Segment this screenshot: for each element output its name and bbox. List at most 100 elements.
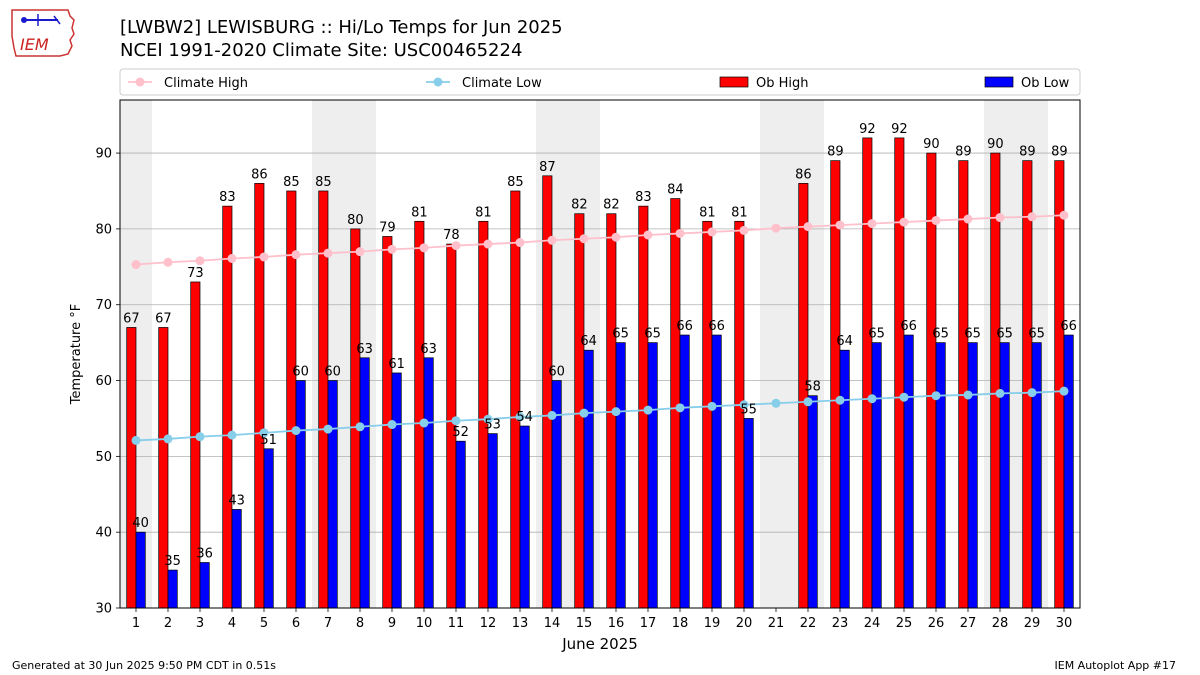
ob-high-label: 81 bbox=[731, 205, 748, 220]
ob-low-bar bbox=[871, 342, 882, 609]
x-tick-label: 9 bbox=[388, 616, 396, 631]
climate-low-point bbox=[579, 408, 589, 418]
ob-high-label: 86 bbox=[795, 167, 812, 182]
ob-low-bar bbox=[999, 342, 1010, 609]
ob-high-bar bbox=[958, 160, 969, 609]
x-tick-label: 15 bbox=[576, 616, 593, 631]
ob-high-label: 89 bbox=[955, 145, 972, 160]
ob-low-label: 65 bbox=[868, 327, 885, 342]
climate-high-point bbox=[803, 222, 813, 232]
ob-high-label: 81 bbox=[411, 205, 428, 220]
legend-bar-swatch bbox=[984, 76, 1014, 88]
ob-low-label: 66 bbox=[708, 319, 725, 334]
ob-low-label: 58 bbox=[804, 380, 821, 395]
chart-title: [LWBW2] LEWISBURG :: Hi/Lo Temps for Jun… bbox=[120, 17, 563, 38]
climate-low-point bbox=[739, 400, 749, 410]
ob-low-bar bbox=[711, 334, 722, 609]
ob-low-bar bbox=[743, 418, 754, 609]
climate-high-point bbox=[675, 228, 685, 238]
ob-high-label: 81 bbox=[699, 205, 716, 220]
chart-subtitle: NCEI 1991-2020 Climate Site: USC00465224 bbox=[120, 40, 523, 61]
ob-high-bar bbox=[222, 205, 233, 609]
x-tick-label: 1 bbox=[132, 616, 140, 631]
climate-low-point bbox=[835, 395, 845, 405]
climate-low-point bbox=[867, 394, 877, 404]
climate-high-line bbox=[135, 214, 1065, 266]
climate-high-point bbox=[419, 243, 429, 253]
ob-low-label: 55 bbox=[740, 402, 757, 417]
legend-label: Ob Low bbox=[1021, 76, 1070, 91]
x-tick-label: 10 bbox=[416, 616, 433, 631]
climate-high-point bbox=[515, 238, 525, 248]
x-tick-label: 17 bbox=[640, 616, 657, 631]
x-tick-label: 7 bbox=[324, 616, 332, 631]
x-tick-label: 2 bbox=[164, 616, 172, 631]
legend-bar-swatch bbox=[719, 76, 749, 88]
ob-high-bar bbox=[414, 220, 425, 609]
x-tick-label: 25 bbox=[896, 616, 913, 631]
ob-low-label: 53 bbox=[484, 418, 501, 433]
ob-low-bar bbox=[1031, 342, 1042, 609]
ob-low-bar bbox=[423, 357, 434, 609]
climate-low-point bbox=[1059, 386, 1069, 396]
ob-low-label: 60 bbox=[324, 365, 341, 380]
climate-low-point bbox=[355, 422, 365, 432]
climate-high-point bbox=[355, 247, 365, 257]
x-tick-label: 11 bbox=[448, 616, 465, 631]
ob-high-label: 78 bbox=[443, 228, 460, 243]
y-axis-label: Temperature °F bbox=[69, 304, 84, 405]
climate-high-point bbox=[1059, 210, 1069, 220]
climate-high-point bbox=[611, 232, 621, 242]
climate-low-point bbox=[1027, 388, 1037, 398]
x-tick-label: 14 bbox=[544, 616, 561, 631]
climate-high-point bbox=[483, 239, 493, 249]
ob-high-label: 79 bbox=[379, 220, 396, 235]
x-tick-label: 29 bbox=[1024, 616, 1041, 631]
ob-low-label: 65 bbox=[996, 327, 1013, 342]
ob-low-bar bbox=[359, 357, 370, 609]
climate-low-point bbox=[323, 424, 333, 434]
ob-low-bar bbox=[295, 380, 306, 609]
climate-low-point bbox=[803, 397, 813, 407]
iem-logo: IEM bbox=[8, 6, 80, 60]
x-tick-label: 12 bbox=[480, 616, 497, 631]
ob-high-label: 89 bbox=[1051, 145, 1068, 160]
climate-low-point bbox=[131, 435, 141, 445]
ob-high-bar bbox=[894, 137, 905, 609]
ob-high-label: 87 bbox=[539, 160, 556, 175]
ob-low-bar bbox=[903, 334, 914, 609]
x-tick-label: 3 bbox=[196, 616, 204, 631]
ob-low-bar bbox=[935, 342, 946, 609]
climate-high-point bbox=[995, 213, 1005, 223]
climate-high-point bbox=[771, 223, 781, 233]
ob-low-bar bbox=[327, 380, 338, 609]
ob-low-label: 66 bbox=[676, 319, 693, 334]
ob-high-bar bbox=[126, 327, 137, 609]
ob-high-bar bbox=[1054, 160, 1065, 609]
ob-high-bar bbox=[350, 228, 361, 609]
ob-low-bar bbox=[807, 395, 818, 609]
y-tick-label: 90 bbox=[95, 147, 112, 162]
logo-text: IEM bbox=[20, 35, 49, 54]
legend-label: Climate Low bbox=[462, 76, 542, 91]
x-tick-label: 26 bbox=[928, 616, 945, 631]
climate-low-point bbox=[387, 420, 397, 430]
climate-low-point bbox=[611, 407, 621, 417]
ob-low-bar bbox=[391, 372, 402, 609]
ob-high-bar bbox=[670, 198, 681, 609]
x-tick-label: 4 bbox=[228, 616, 236, 631]
x-tick-label: 22 bbox=[800, 616, 817, 631]
climate-low-point bbox=[899, 392, 909, 402]
x-tick-label: 8 bbox=[356, 616, 364, 631]
y-tick-label: 30 bbox=[95, 602, 112, 617]
weekend-shade bbox=[760, 100, 792, 608]
ob-low-bar bbox=[583, 349, 594, 609]
ob-high-label: 92 bbox=[859, 122, 876, 137]
ob-high-label: 83 bbox=[635, 190, 652, 205]
x-tick-label: 21 bbox=[768, 616, 785, 631]
y-tick-label: 80 bbox=[95, 222, 112, 237]
climate-low-point bbox=[163, 434, 173, 444]
x-tick-label: 30 bbox=[1056, 616, 1073, 631]
climate-high-point bbox=[1027, 212, 1037, 222]
climate-low-point bbox=[771, 398, 781, 408]
